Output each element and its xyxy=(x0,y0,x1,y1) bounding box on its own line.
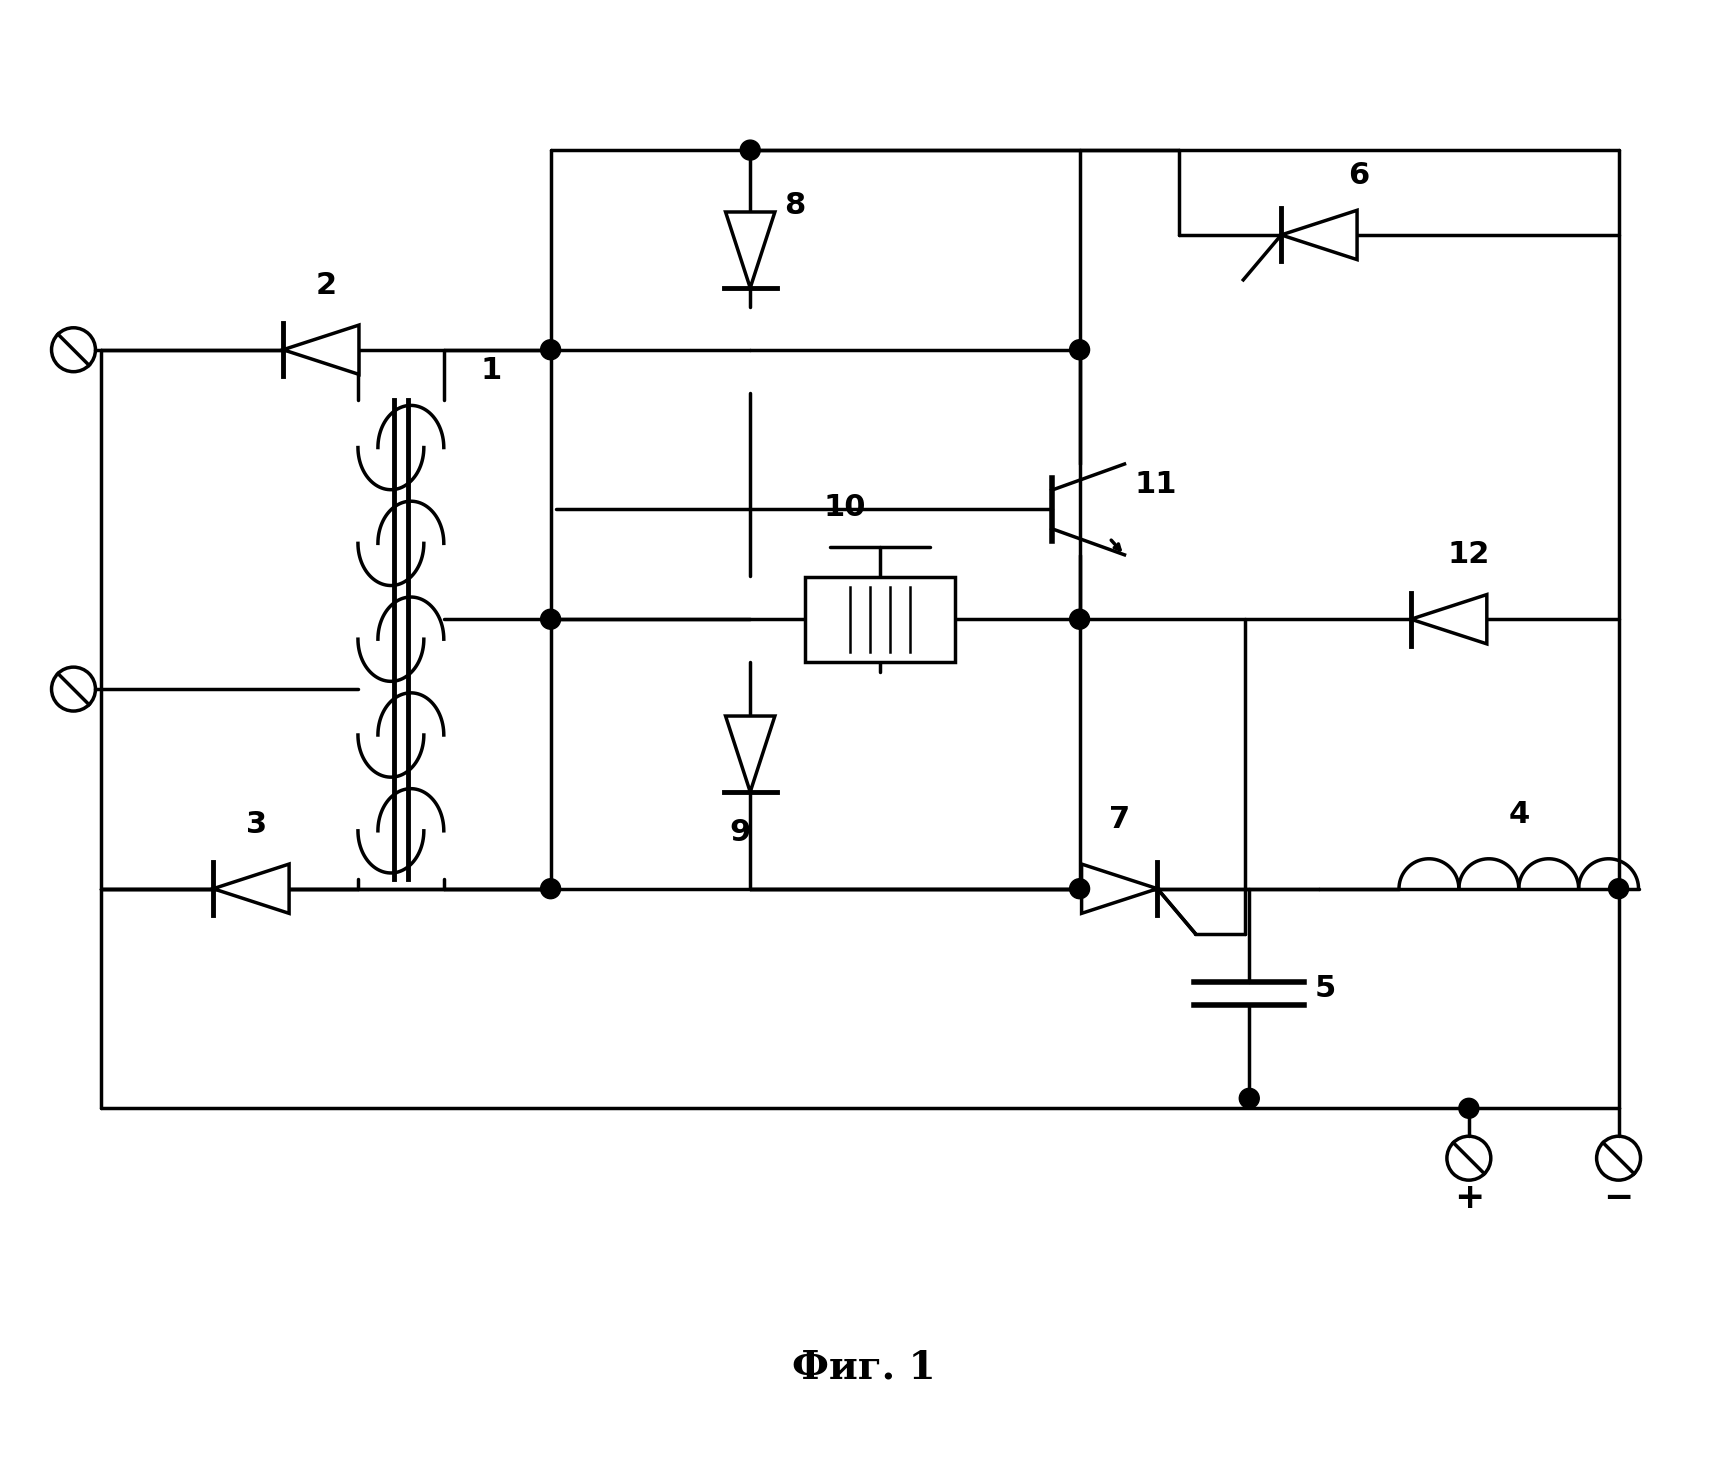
Text: +: + xyxy=(1454,1181,1483,1215)
Text: 1: 1 xyxy=(480,355,501,385)
Text: 5: 5 xyxy=(1314,974,1335,1003)
Polygon shape xyxy=(212,864,288,914)
Text: 10: 10 xyxy=(824,494,867,521)
Circle shape xyxy=(541,339,561,360)
Text: 4: 4 xyxy=(1508,799,1530,829)
Polygon shape xyxy=(283,325,359,375)
Polygon shape xyxy=(725,715,775,792)
Circle shape xyxy=(1069,610,1090,629)
Text: 12: 12 xyxy=(1447,541,1490,570)
Circle shape xyxy=(1069,339,1090,360)
Text: 8: 8 xyxy=(784,191,807,220)
Text: 11: 11 xyxy=(1135,470,1178,499)
Polygon shape xyxy=(725,212,775,288)
Circle shape xyxy=(541,610,561,629)
Text: 3: 3 xyxy=(245,809,266,839)
Circle shape xyxy=(1240,1089,1259,1108)
Circle shape xyxy=(1459,1099,1478,1118)
Circle shape xyxy=(541,878,561,899)
Text: 7: 7 xyxy=(1109,805,1129,834)
Text: −: − xyxy=(1603,1181,1634,1215)
Text: 9: 9 xyxy=(729,818,751,846)
Circle shape xyxy=(1608,878,1629,899)
Circle shape xyxy=(741,140,760,160)
Text: Фиг. 1: Фиг. 1 xyxy=(791,1349,936,1387)
Text: 2: 2 xyxy=(316,270,337,300)
FancyBboxPatch shape xyxy=(805,577,955,661)
Polygon shape xyxy=(1281,210,1357,260)
Polygon shape xyxy=(1411,595,1487,643)
Polygon shape xyxy=(1081,864,1157,914)
Text: 6: 6 xyxy=(1349,162,1370,190)
Circle shape xyxy=(1069,878,1090,899)
